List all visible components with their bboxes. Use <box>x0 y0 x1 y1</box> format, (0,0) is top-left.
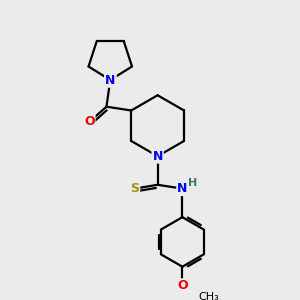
Text: O: O <box>177 279 188 292</box>
Text: H: H <box>188 178 197 188</box>
Text: S: S <box>130 182 139 195</box>
Text: N: N <box>105 74 116 86</box>
Text: N: N <box>105 74 116 86</box>
Text: N: N <box>152 150 163 163</box>
Text: CH₃: CH₃ <box>199 292 219 300</box>
Text: N: N <box>177 182 188 195</box>
Text: O: O <box>84 116 94 128</box>
